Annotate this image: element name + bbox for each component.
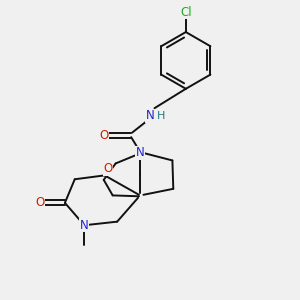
Text: N: N: [146, 109, 154, 122]
Text: N: N: [136, 146, 145, 160]
Text: Cl: Cl: [180, 5, 192, 19]
Text: O: O: [35, 196, 44, 209]
Text: O: O: [99, 129, 108, 142]
Text: H: H: [157, 111, 165, 121]
Text: N: N: [80, 219, 89, 232]
Text: O: O: [103, 162, 113, 175]
